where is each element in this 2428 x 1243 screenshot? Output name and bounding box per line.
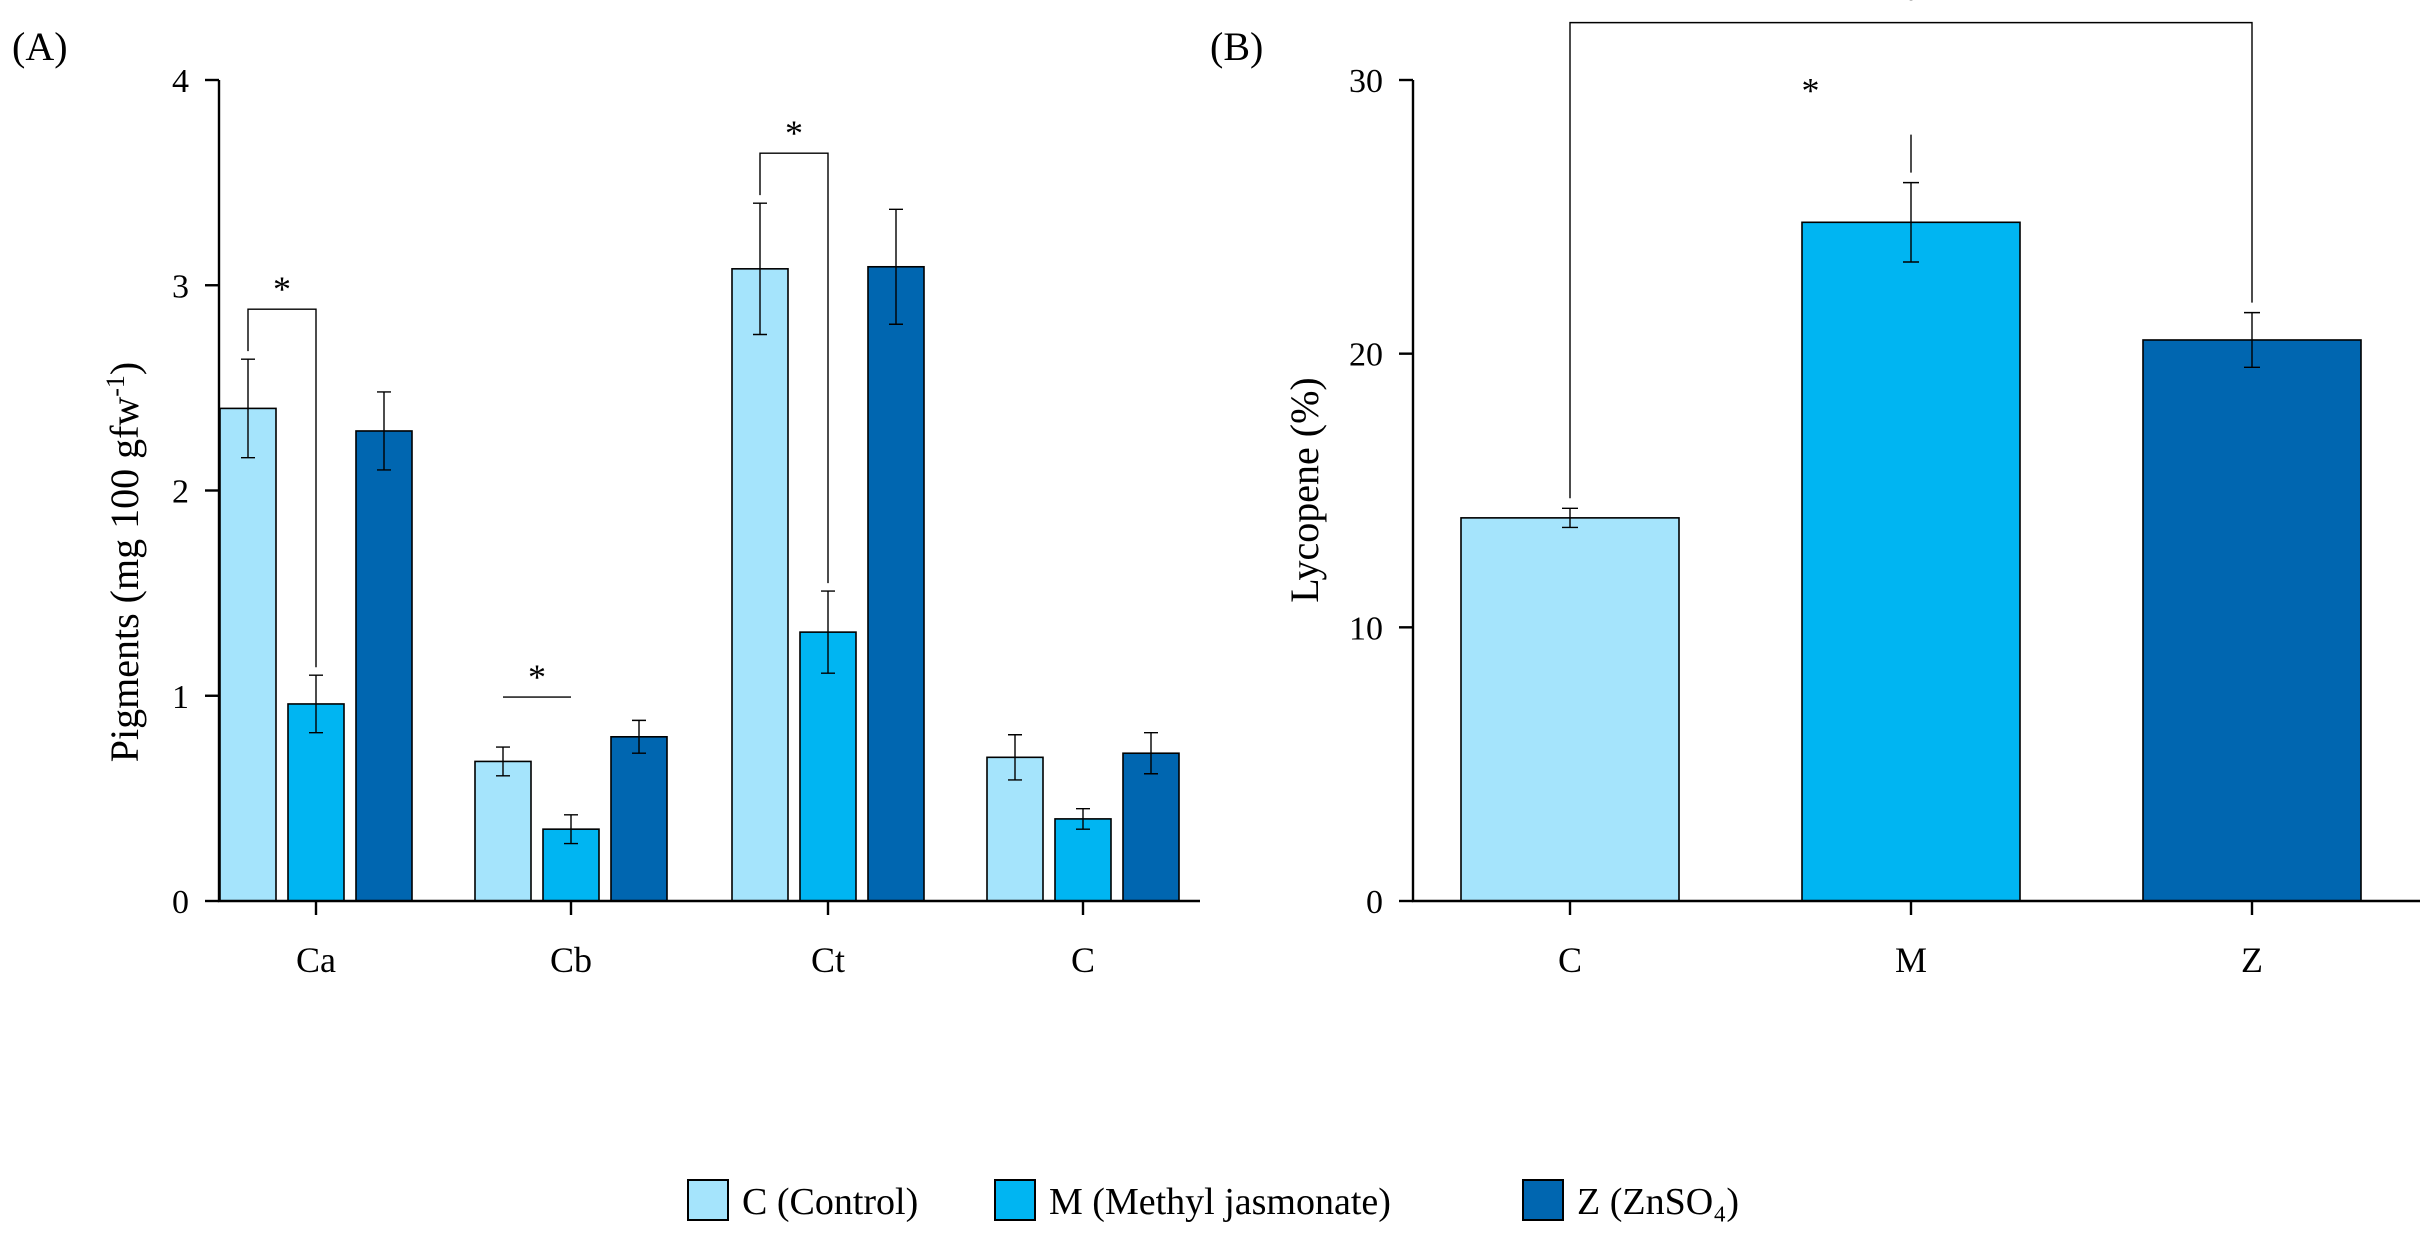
panel-b-error-bar bbox=[1562, 507, 1578, 529]
panel-b-significance-bracket bbox=[1569, 21, 2253, 499]
panel-a-significance-star: * bbox=[273, 269, 291, 309]
panel-a-error-bars bbox=[241, 202, 1158, 845]
panel-b-bar-c bbox=[1460, 517, 1680, 902]
legend-label-control: C (Control) bbox=[742, 1181, 918, 1223]
panel-b-bar-z bbox=[2142, 339, 2362, 902]
panel-a-y-axis-title: Pigments (mg 100 gfw-1) bbox=[101, 362, 147, 763]
panel-a-x-tick-label: Ca bbox=[296, 940, 336, 980]
panel-a-error-bar bbox=[1076, 807, 1090, 830]
panel-a-ticks: 0 1 2 3 4 Ca Cb Ct C bbox=[172, 63, 1095, 980]
panel-a-x-tick-label: Ct bbox=[811, 940, 845, 980]
panel-b-error-bar bbox=[1903, 181, 1919, 263]
legend-label-methyl-jasmonate: M (Methyl jasmonate) bbox=[1049, 1181, 1391, 1223]
panel-b-y-axis-title: Lycopene (%) bbox=[1282, 377, 1327, 602]
panel-a-y-tick-label: 1 bbox=[172, 679, 189, 716]
panel-a-error-bar bbox=[309, 674, 323, 734]
panel-a-error-bar bbox=[1008, 734, 1022, 781]
panel-b-ticks: 0 10 20 30 C M Z bbox=[1349, 63, 2263, 980]
panel-b-y-tick-label: 30 bbox=[1349, 63, 1383, 100]
panel-a-y-axis-title-tail: ) bbox=[102, 362, 147, 375]
panel-b-significance-star: * bbox=[1802, 71, 1820, 111]
panel-a-significance-bracket bbox=[247, 308, 317, 668]
panel-a-bar-c-c bbox=[986, 756, 1044, 902]
panel-a-x-tick-label: C bbox=[1071, 940, 1095, 980]
panel-b-y-tick-label: 0 bbox=[1366, 884, 1383, 921]
panel-b-y-tick-label: 20 bbox=[1349, 337, 1383, 374]
legend-swatch-control bbox=[687, 1179, 729, 1221]
legend-label-znso4: Z (ZnSO₄) bbox=[1577, 1181, 1739, 1223]
panel-b-annotations: ** bbox=[1569, 0, 2253, 499]
panel-b-y-tick-label: 10 bbox=[1349, 610, 1383, 647]
legend-swatch-znso4 bbox=[1522, 1179, 1564, 1221]
panel-a-bar-z-c bbox=[1122, 752, 1180, 902]
panel-a-error-bar bbox=[241, 358, 255, 459]
panel-a-significance-star: * bbox=[785, 113, 803, 153]
panel-b-error-bars bbox=[1562, 181, 2260, 529]
panel-a-bar-c-ct bbox=[731, 268, 789, 902]
legend: C (Control) M (Methyl jasmonate) Z (ZnSO… bbox=[687, 1179, 1739, 1223]
panel-b-label: (B) bbox=[1210, 24, 1263, 69]
panel-a: (A) Pigments (mg 100 gfw-1) 0 1 2 3 4 Ca Cb Ct C… bbox=[12, 24, 1200, 980]
panel-a-error-bar bbox=[753, 202, 767, 336]
panel-a-bars bbox=[219, 265, 1180, 902]
panel-a-bar-c-cb bbox=[474, 760, 532, 902]
panel-b-error-bar bbox=[2244, 311, 2260, 369]
panel-b-significance-star: * bbox=[1902, 0, 1920, 19]
panel-a-y-tick-label: 0 bbox=[172, 884, 189, 921]
panel-a-bar-m-c bbox=[1054, 818, 1112, 902]
panel-a-bar-z-ca bbox=[355, 430, 413, 902]
panel-a-axes bbox=[217, 80, 1200, 903]
panel-b-x-tick-label: M bbox=[1895, 940, 1927, 980]
legend-swatch-methyl-jasmonate bbox=[994, 1179, 1036, 1221]
panel-a-error-bar bbox=[564, 814, 578, 845]
panel-a-y-axis-title-main: Pigments (mg 100 gfw bbox=[102, 397, 147, 763]
panel-b-x-tick-label: Z bbox=[2241, 940, 2263, 980]
panel-b-x-tick-label: C bbox=[1558, 940, 1582, 980]
panel-a-bar-z-ct bbox=[867, 265, 925, 902]
panel-b-axes bbox=[1411, 80, 2420, 903]
panel-a-error-bar bbox=[377, 391, 391, 471]
panel-a-error-bar bbox=[821, 590, 835, 674]
panel-a-error-bar bbox=[889, 208, 903, 325]
panel-a-error-bar bbox=[632, 719, 646, 754]
panel-a-label: (A) bbox=[12, 24, 68, 69]
panel-a-error-bar bbox=[1144, 731, 1158, 775]
panel-a-x-tick-label: Cb bbox=[550, 940, 592, 980]
panel-a-y-tick-label: 2 bbox=[172, 474, 189, 511]
panel-a-y-tick-label: 3 bbox=[172, 268, 189, 305]
panel-a-bar-m-ca bbox=[287, 703, 345, 902]
panel-a-y-axis-title-sup: -1 bbox=[101, 375, 130, 397]
panel-a-significance-bracket bbox=[759, 152, 829, 584]
panel-a-y-tick-label: 4 bbox=[172, 63, 189, 100]
panel-a-bar-c-ca bbox=[219, 407, 277, 902]
panel-a-annotations: * * * bbox=[247, 113, 829, 698]
panel-b-bars bbox=[1460, 221, 2362, 902]
panel-a-error-bar bbox=[496, 746, 510, 777]
panel-a-significance-star: * bbox=[528, 657, 546, 697]
panel-a-bar-z-cb bbox=[610, 735, 668, 902]
panel-b-bar-m bbox=[1801, 221, 2021, 902]
